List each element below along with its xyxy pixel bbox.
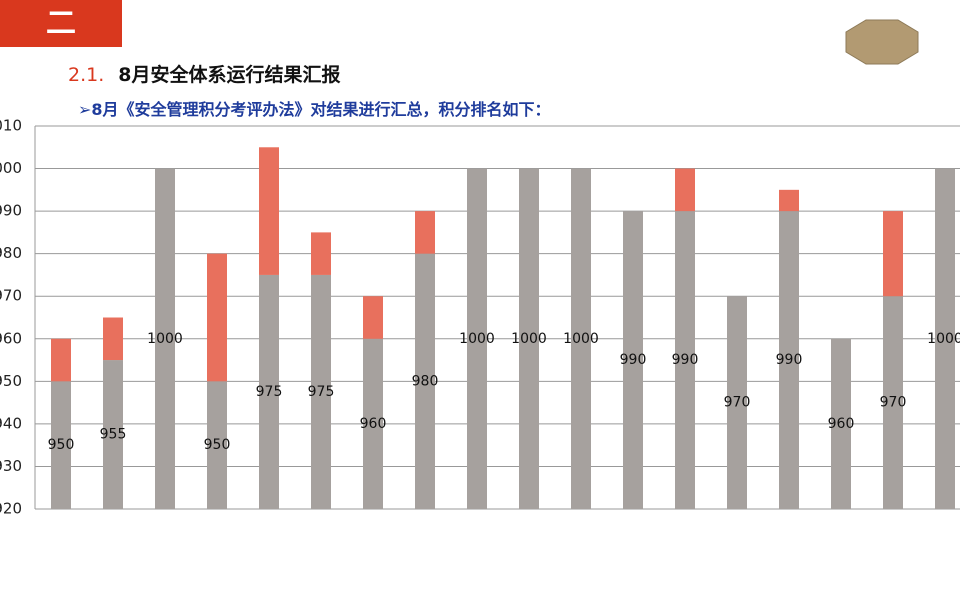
bar-segment <box>207 253 227 382</box>
data-label: 1000 <box>459 331 495 347</box>
data-label: 960 <box>360 416 387 432</box>
data-label: 960 <box>828 416 855 432</box>
bar-segment <box>623 211 643 509</box>
data-label: 1000 <box>511 331 547 347</box>
title-line: 2.1. 8月安全体系运行结果汇报 <box>68 60 341 87</box>
bar-segment <box>467 168 487 510</box>
data-label: 975 <box>308 384 335 400</box>
y-tick-label: 990 <box>0 202 22 220</box>
data-label: 1000 <box>927 331 960 347</box>
data-label: 975 <box>256 384 283 400</box>
bar-segment <box>883 296 903 509</box>
data-label: 970 <box>724 395 751 411</box>
y-tick-label: 930 <box>0 457 22 475</box>
bar-segment <box>207 381 227 509</box>
bar-segment <box>779 211 799 509</box>
data-label: 980 <box>412 373 439 389</box>
bar-segment <box>363 338 383 509</box>
y-tick-label: 920 <box>0 500 22 518</box>
bar-segment <box>51 338 71 382</box>
bar-segment <box>311 274 331 509</box>
bar-segment <box>363 296 383 339</box>
bar-segment <box>831 338 851 509</box>
bar-segment <box>311 232 331 275</box>
bar-segment <box>779 189 799 212</box>
bar-segment <box>727 296 747 509</box>
section-number: 二 <box>0 0 122 47</box>
data-label: 990 <box>672 352 699 368</box>
y-tick-label: 940 <box>0 414 22 432</box>
y-tick-label: 950 <box>0 372 22 390</box>
title: 8月安全体系运行结果汇报 <box>118 64 341 86</box>
data-label: 1000 <box>147 331 183 347</box>
y-tick-label: 1000 <box>0 159 22 177</box>
data-label: 955 <box>100 427 127 443</box>
data-label: 950 <box>48 437 75 453</box>
bar-segment <box>103 317 123 361</box>
y-tick-label: 1010 <box>0 117 22 135</box>
bar-segment <box>883 211 903 297</box>
bar-segment <box>675 211 695 509</box>
bar-segment <box>259 274 279 509</box>
data-label: 950 <box>204 437 231 453</box>
bar-segment <box>415 211 435 254</box>
y-tick-label: 960 <box>0 329 22 347</box>
data-label: 990 <box>620 352 647 368</box>
bar-segment <box>935 168 955 510</box>
bar-segment <box>519 168 539 510</box>
bar-segment <box>51 381 71 509</box>
y-tick-label: 970 <box>0 287 22 305</box>
title-number: 2.1. <box>68 64 105 86</box>
decor-octagon <box>845 19 919 65</box>
subtitle: ➢8月《安全管理积分考评办法》对结果进行汇总，积分排名如下： <box>78 100 551 119</box>
bar-segment <box>103 360 123 509</box>
data-label: 1000 <box>563 331 599 347</box>
y-tick-label: 980 <box>0 244 22 262</box>
bar-segment <box>415 253 435 509</box>
bar-segment <box>259 147 279 275</box>
data-label: 970 <box>880 395 907 411</box>
bar-segment <box>571 168 591 510</box>
bar-segment <box>155 168 175 510</box>
data-label: 990 <box>776 352 803 368</box>
bar-segment <box>675 168 695 212</box>
